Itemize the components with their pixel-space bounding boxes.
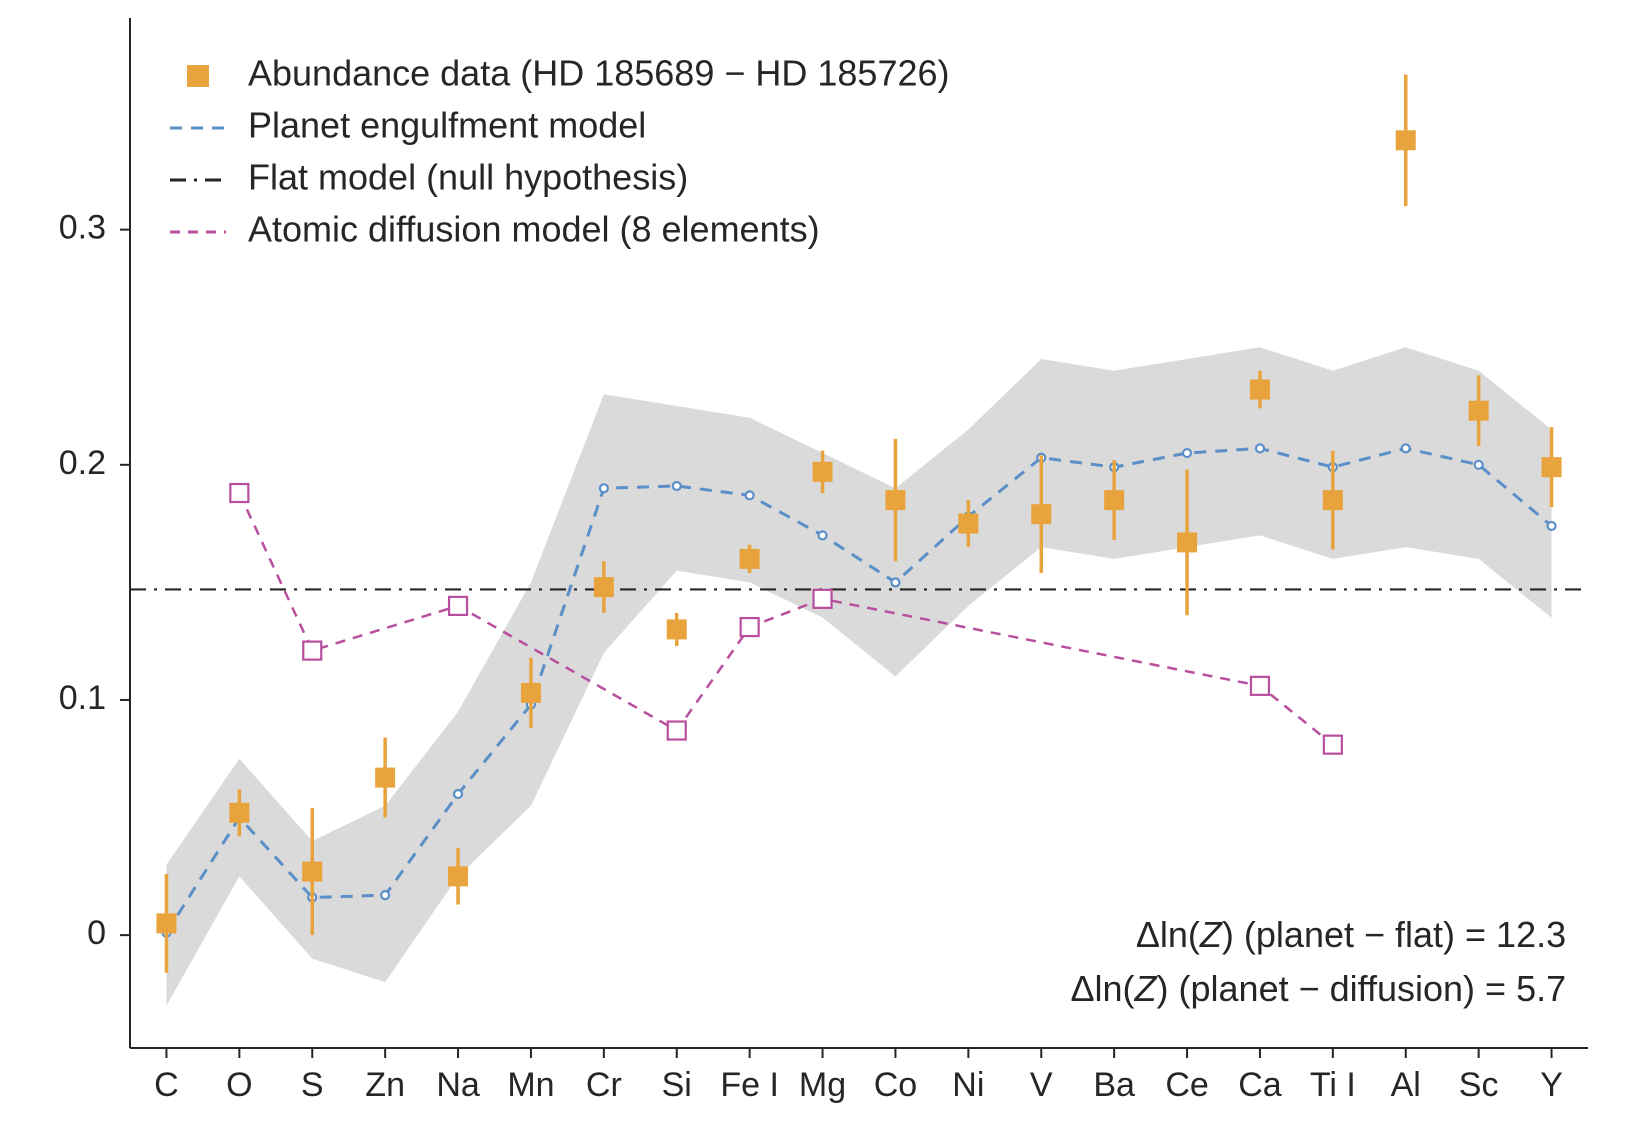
data-marker	[1031, 504, 1051, 524]
data-marker	[813, 462, 833, 482]
x-tick-label: Si	[662, 1066, 692, 1104]
x-tick-label: Mg	[799, 1066, 846, 1104]
diffusion-model-marker	[814, 590, 832, 608]
y-tick-label: 0.1	[59, 679, 106, 717]
data-marker	[958, 514, 978, 534]
x-tick-label: Co	[874, 1066, 917, 1104]
x-tick-label: Ce	[1165, 1066, 1208, 1104]
data-marker	[448, 866, 468, 886]
evidence-annotation: Δln(Z) (planet − diffusion) = 5.7	[1070, 968, 1566, 1009]
planet-model-marker	[1402, 444, 1410, 452]
data-marker	[1542, 457, 1562, 477]
data-marker	[740, 549, 760, 569]
x-tick-label: Mn	[507, 1066, 554, 1104]
planet-model-marker	[1256, 444, 1264, 452]
data-marker	[156, 913, 176, 933]
x-tick-label: Y	[1540, 1066, 1563, 1104]
data-marker	[594, 577, 614, 597]
planet-model-marker	[1183, 449, 1191, 457]
diffusion-model-marker	[1251, 677, 1269, 695]
planet-model-marker	[673, 482, 681, 490]
y-tick-label: 0.3	[59, 209, 106, 247]
x-tick-label: S	[301, 1066, 324, 1104]
planet-model-marker	[819, 531, 827, 539]
y-tick-label: 0.2	[59, 444, 106, 482]
planet-model-marker	[600, 484, 608, 492]
y-tick-label: 0	[87, 914, 106, 952]
legend-label: Flat model (null hypothesis)	[248, 157, 688, 198]
x-tick-label: Ca	[1238, 1066, 1282, 1104]
x-tick-label: Zn	[365, 1066, 405, 1104]
data-marker	[1250, 380, 1270, 400]
data-marker	[1104, 490, 1124, 510]
x-tick-label: Al	[1391, 1066, 1421, 1104]
data-marker	[667, 619, 687, 639]
diffusion-model-marker	[449, 597, 467, 615]
data-marker	[1177, 532, 1197, 552]
x-tick-label: Ti I	[1310, 1066, 1356, 1104]
data-marker	[885, 490, 905, 510]
diffusion-model-marker	[303, 642, 321, 660]
diffusion-model-marker	[741, 618, 759, 636]
data-marker	[521, 683, 541, 703]
abundance-chart: 0 0.1 0.2 0.3 C O S Zn Na Mn Cr Si Fe I Mg Co Ni V Ba Ce Ca…	[0, 0, 1625, 1139]
x-tick-label: Cr	[586, 1066, 622, 1104]
diffusion-model-marker	[230, 484, 248, 502]
chart-container: 0 0.1 0.2 0.3 C O S Zn Na Mn Cr Si Fe I Mg Co Ni V Ba Ce Ca…	[0, 0, 1625, 1139]
data-marker	[1323, 490, 1343, 510]
x-tick-label: C	[154, 1066, 179, 1104]
evidence-annotation: Δln(Z) (planet − flat) = 12.3	[1136, 914, 1566, 955]
data-marker	[229, 803, 249, 823]
diffusion-model-marker	[1324, 736, 1342, 754]
x-tick-label: Fe I	[720, 1066, 779, 1104]
planet-model-marker	[891, 578, 899, 586]
planet-model-marker	[1548, 522, 1556, 530]
x-tick-label: Ni	[952, 1066, 984, 1104]
x-tick-label: O	[226, 1066, 252, 1104]
data-marker	[302, 862, 322, 882]
planet-model-marker	[454, 790, 462, 798]
planet-model-marker	[1475, 461, 1483, 469]
legend-label: Planet engulfment model	[248, 105, 646, 146]
x-tick-label: Ba	[1093, 1066, 1135, 1104]
legend-swatch	[187, 65, 209, 87]
x-tick-label: Na	[436, 1066, 480, 1104]
data-marker	[1396, 130, 1416, 150]
diffusion-model-marker	[668, 722, 686, 740]
legend-label: Abundance data (HD 185689 − HD 185726)	[248, 53, 950, 94]
legend-label: Atomic diffusion model (8 elements)	[248, 209, 820, 250]
x-tick-label: V	[1030, 1066, 1053, 1104]
planet-model-marker	[381, 891, 389, 899]
x-tick-label: Sc	[1459, 1066, 1499, 1104]
planet-model-marker	[746, 491, 754, 499]
data-marker	[1469, 401, 1489, 421]
data-marker	[375, 768, 395, 788]
